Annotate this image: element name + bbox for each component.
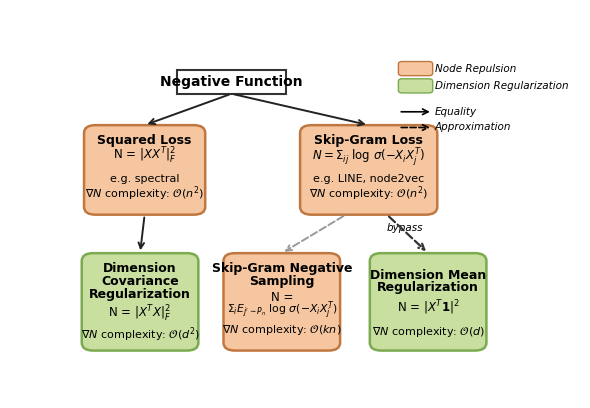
FancyBboxPatch shape	[300, 125, 437, 215]
FancyBboxPatch shape	[224, 253, 340, 350]
Text: Dimension Mean: Dimension Mean	[370, 268, 486, 282]
Text: N = $|X^TX|_F^2$: N = $|X^TX|_F^2$	[109, 304, 172, 324]
FancyBboxPatch shape	[82, 253, 198, 350]
Text: $\nabla N$ complexity: $\mathcal{O}(d^2)$: $\nabla N$ complexity: $\mathcal{O}(d^2)…	[80, 326, 199, 344]
Text: Node Repulsion: Node Repulsion	[435, 64, 516, 73]
Text: $\nabla N$ complexity: $\mathcal{O}(kn)$: $\nabla N$ complexity: $\mathcal{O}(kn)$	[222, 323, 342, 337]
Text: e.g. spectral: e.g. spectral	[110, 174, 179, 184]
Text: Squared Loss: Squared Loss	[97, 133, 192, 146]
Text: $N = \Sigma_{ij}$ log $\sigma(-X_iX_j^T)$: $N = \Sigma_{ij}$ log $\sigma(-X_iX_j^T)…	[312, 147, 425, 169]
Text: N = $|XX^T|_F^2$: N = $|XX^T|_F^2$	[113, 146, 176, 166]
Text: Regularization: Regularization	[89, 288, 191, 301]
Text: bypass: bypass	[387, 223, 424, 233]
Text: Dimension: Dimension	[103, 262, 177, 275]
Text: $\Sigma_i E_{j'\sim P_n}$ log $\sigma(-X_iX_j^T)$: $\Sigma_i E_{j'\sim P_n}$ log $\sigma(-X…	[227, 300, 337, 322]
Text: $\nabla N$ complexity: $\mathcal{O}(d)$: $\nabla N$ complexity: $\mathcal{O}(d)$	[372, 325, 484, 339]
FancyBboxPatch shape	[398, 62, 432, 75]
FancyBboxPatch shape	[370, 253, 486, 350]
FancyBboxPatch shape	[398, 79, 432, 93]
Text: Approximation: Approximation	[435, 122, 512, 133]
Text: Skip-Gram Negative: Skip-Gram Negative	[212, 262, 352, 275]
Text: Skip-Gram Loss: Skip-Gram Loss	[314, 133, 423, 146]
Text: N = $|X^T\mathbf{1}|^2$: N = $|X^T\mathbf{1}|^2$	[396, 299, 460, 317]
Text: e.g. LINE, node2vec: e.g. LINE, node2vec	[313, 174, 424, 184]
Bar	[176, 70, 286, 94]
FancyBboxPatch shape	[84, 125, 205, 215]
Text: N =: N =	[271, 290, 293, 304]
Text: Sampling: Sampling	[249, 275, 314, 288]
Text: Equality: Equality	[435, 107, 477, 117]
Text: Dimension Regularization: Dimension Regularization	[435, 81, 569, 91]
Text: Negative Function: Negative Function	[160, 75, 303, 89]
Text: $\nabla N$ complexity: $\mathcal{O}(n^2)$: $\nabla N$ complexity: $\mathcal{O}(n^2)…	[309, 184, 428, 203]
Text: Regularization: Regularization	[377, 281, 479, 294]
Text: $\nabla N$ complexity: $\mathcal{O}(n^2)$: $\nabla N$ complexity: $\mathcal{O}(n^2)…	[85, 184, 204, 203]
Text: Covariance: Covariance	[101, 275, 179, 288]
